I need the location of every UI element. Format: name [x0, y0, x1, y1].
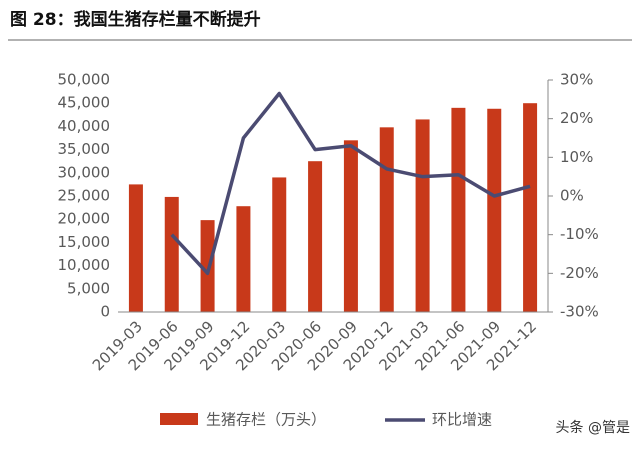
bar: [308, 161, 323, 312]
y-tick-label: 30,000: [58, 163, 111, 181]
y-tick-label: 0: [100, 303, 110, 321]
bar: [451, 107, 466, 312]
bar: [523, 103, 538, 312]
bar: [415, 119, 430, 312]
bar: [128, 184, 143, 312]
watermark: 头条 @管是: [556, 419, 630, 436]
legend-swatch: [160, 413, 198, 425]
bar: [164, 196, 179, 312]
y2-tick-label: -20%: [560, 264, 599, 282]
y-tick-label: 50,000: [58, 71, 111, 89]
bar: [200, 220, 215, 312]
y-tick-label: 5,000: [67, 279, 110, 297]
bar: [487, 108, 502, 312]
y-tick-label: 10,000: [58, 256, 111, 274]
y2-tick-label: 10%: [560, 148, 593, 166]
y-tick-label: 20,000: [58, 210, 111, 228]
bar: [343, 140, 358, 312]
y-tick-label: 35,000: [58, 140, 111, 158]
y-tick-label: 40,000: [58, 117, 111, 135]
y2-tick-label: -10%: [560, 225, 599, 243]
y-tick-label: 15,000: [58, 233, 111, 251]
bar: [236, 206, 251, 312]
chart-title: 图 28：我国生猪存栏量不断提升: [10, 9, 261, 30]
legend-label: 生猪存栏（万头）: [206, 411, 326, 429]
bar: [272, 177, 287, 312]
y2-tick-label: 0%: [560, 187, 584, 205]
bar: [379, 127, 394, 312]
legend-label: 环比增速: [432, 411, 492, 429]
y2-tick-label: 20%: [560, 109, 593, 127]
y2-tick-label: -30%: [560, 303, 599, 321]
y-tick-label: 25,000: [58, 187, 111, 205]
y2-tick-label: 30%: [560, 71, 593, 89]
y-tick-label: 45,000: [58, 94, 111, 112]
line: [170, 91, 531, 276]
